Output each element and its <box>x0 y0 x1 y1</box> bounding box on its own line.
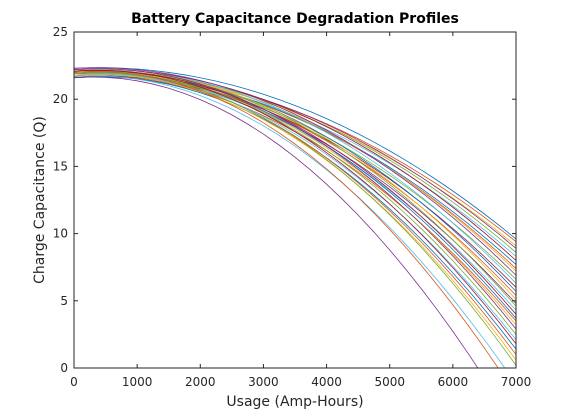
x-tick-label: 2000 <box>185 375 216 389</box>
x-axis-ticks: 0 1000 2000 3000 4000 5000 6000 7000 <box>70 32 531 389</box>
x-tick-label: 0 <box>70 375 78 389</box>
series-line-25 <box>74 68 516 330</box>
series-line-27 <box>74 72 516 341</box>
x-tick-label: 5000 <box>374 375 405 389</box>
series-line-11 <box>74 67 516 276</box>
series-line-35 <box>74 76 479 368</box>
plot-area-frame <box>73 31 517 369</box>
series-line-24 <box>74 71 516 326</box>
y-tick-label: 15 <box>53 159 68 173</box>
series-line-31 <box>74 73 516 361</box>
y-axis-label: Charge Capacitance (Q) <box>32 116 48 284</box>
series-line-17 <box>74 68 516 300</box>
y-tick-label: 0 <box>60 361 68 375</box>
x-axis-label: Usage (Amp-Hours) <box>226 394 363 410</box>
series-line-34 <box>74 71 499 368</box>
x-tick-label: 7000 <box>501 375 532 389</box>
series-line-5 <box>74 70 516 253</box>
series-line-16 <box>74 72 516 296</box>
x-tick-label: 4000 <box>311 375 342 389</box>
y-axis-ticks: 0 5 10 15 20 25 <box>53 25 516 375</box>
y-tick-label: 10 <box>53 227 68 241</box>
series-line-14 <box>74 75 516 288</box>
series-line-10 <box>74 71 516 272</box>
x-tick-label: 1000 <box>122 375 153 389</box>
chart-title: Battery Capacitance Degradation Profiles <box>131 11 459 27</box>
y-tick-label: 20 <box>53 92 68 106</box>
series-line-15 <box>74 71 516 292</box>
series-line-6 <box>74 75 516 257</box>
series-line-28 <box>74 69 516 345</box>
y-tick-label: 25 <box>53 25 68 39</box>
x-tick-label: 6000 <box>438 375 469 389</box>
series-line-33 <box>74 75 506 368</box>
y-tick-label: 5 <box>60 294 68 308</box>
series-layer <box>74 67 516 368</box>
series-line-1 <box>74 67 516 240</box>
x-tick-label: 3000 <box>248 375 279 389</box>
series-line-8 <box>74 72 516 265</box>
series-line-4 <box>74 72 516 249</box>
